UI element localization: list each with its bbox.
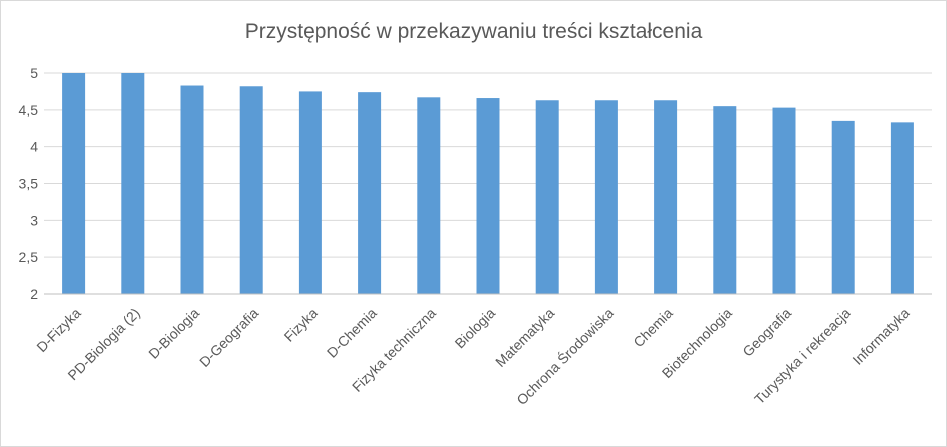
x-tick-label: D-Biologia [145, 305, 202, 362]
bar [535, 100, 559, 294]
x-tick-label: Informatyka [849, 305, 912, 368]
bar [417, 97, 441, 294]
bar [476, 98, 500, 295]
bar [62, 73, 86, 294]
y-tick-label: 3,5 [19, 176, 39, 192]
bar [594, 100, 618, 294]
bar [180, 85, 204, 294]
x-tick-label: Biologia [452, 305, 499, 352]
y-tick-label: 4 [30, 139, 38, 155]
chart-title: Przystępność w przekazywaniu treści kszt… [244, 20, 703, 43]
x-tick-label: Fizyka [281, 305, 321, 345]
bar [654, 100, 678, 294]
x-tick-label: Geografia [739, 305, 794, 360]
bars [62, 73, 914, 295]
bar [358, 92, 382, 294]
x-tick-label: Ochrona Środowiska [513, 304, 617, 408]
y-axis-ticks: 2 2,5 3 3,5 4 4,5 5 [19, 65, 39, 302]
y-tick-label: 2,5 [19, 249, 39, 265]
y-tick-label: 4,5 [19, 102, 39, 118]
y-tick-label: 5 [30, 65, 38, 81]
bar [831, 120, 855, 294]
y-tick-label: 2 [30, 286, 38, 302]
x-tick-label: Chemia [630, 305, 676, 351]
bar [239, 86, 263, 294]
bar [890, 122, 914, 295]
bar [713, 106, 737, 295]
x-tick-label: D-Chemia [324, 305, 380, 361]
bar [298, 91, 322, 295]
bar [772, 107, 796, 294]
x-tick-label: D-Geografia [196, 305, 261, 370]
x-tick-label: D-Fizyka [33, 305, 84, 356]
x-tick-label: Matematyka [492, 305, 557, 370]
bar [121, 73, 145, 294]
y-tick-label: 3 [30, 212, 38, 228]
